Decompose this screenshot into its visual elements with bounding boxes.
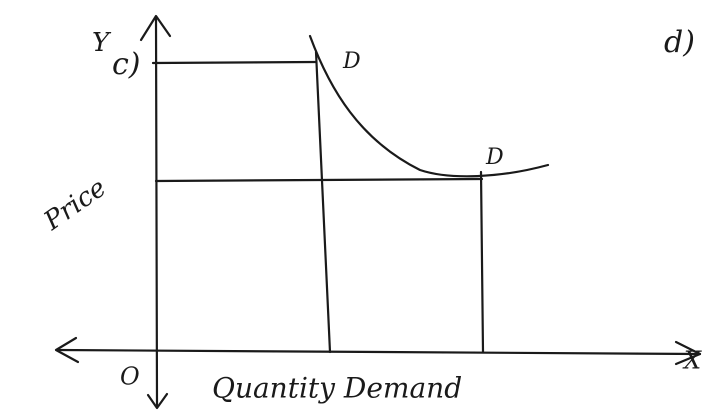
x-axis-label: Quantity Demand bbox=[212, 372, 462, 405]
origin-label: O bbox=[120, 363, 140, 391]
x-axis-letter: X bbox=[682, 347, 702, 375]
demand-curve bbox=[308, 34, 550, 178]
y-axis-letter: Y bbox=[92, 28, 112, 58]
low-price-line bbox=[154, 177, 484, 183]
curve-label: D bbox=[342, 49, 361, 74]
high-quantity-line bbox=[479, 170, 485, 354]
high-price-line bbox=[151, 60, 318, 65]
curve-label: D bbox=[485, 145, 504, 170]
x-arrow-left bbox=[54, 336, 80, 364]
next-part-label: d) bbox=[664, 25, 695, 60]
x-axis bbox=[56, 348, 702, 356]
y-arrow-down bbox=[146, 392, 169, 410]
part-label: c) bbox=[112, 47, 141, 82]
y-arrow-up bbox=[139, 14, 172, 42]
x-arrow-right bbox=[674, 340, 702, 366]
y-axis bbox=[154, 16, 159, 407]
low-quantity-line bbox=[314, 50, 332, 354]
